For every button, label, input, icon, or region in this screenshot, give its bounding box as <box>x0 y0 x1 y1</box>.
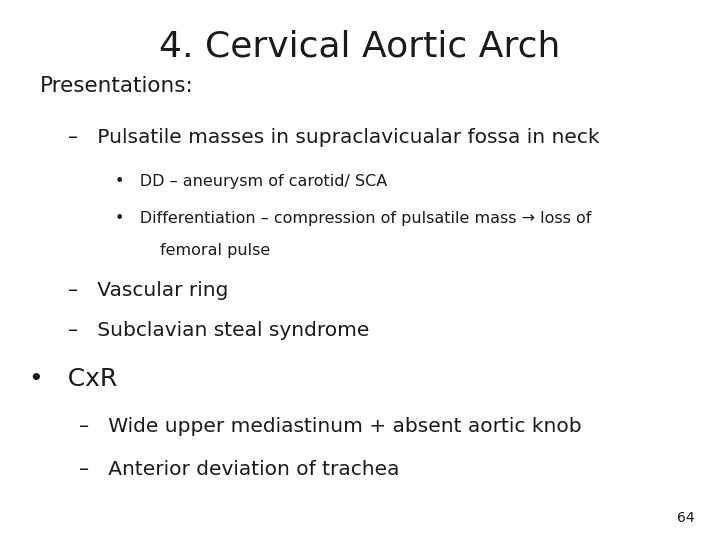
Text: 4. Cervical Aortic Arch: 4. Cervical Aortic Arch <box>159 30 561 64</box>
Text: •   Differentiation – compression of pulsatile mass → loss of: • Differentiation – compression of pulsa… <box>115 211 592 226</box>
Text: –   Pulsatile masses in supraclavicualar fossa in neck: – Pulsatile masses in supraclavicualar f… <box>68 128 600 147</box>
Text: •   DD – aneurysm of carotid/ SCA: • DD – aneurysm of carotid/ SCA <box>115 174 387 189</box>
Text: –   Wide upper mediastinum + absent aortic knob: – Wide upper mediastinum + absent aortic… <box>79 417 582 436</box>
Text: Presentations:: Presentations: <box>40 76 194 97</box>
Text: femoral pulse: femoral pulse <box>160 242 270 258</box>
Text: 64: 64 <box>678 511 695 525</box>
Text: •   CxR: • CxR <box>29 367 117 391</box>
Text: –   Subclavian steal syndrome: – Subclavian steal syndrome <box>68 321 370 340</box>
Text: –   Vascular ring: – Vascular ring <box>68 281 229 300</box>
Text: –   Anterior deviation of trachea: – Anterior deviation of trachea <box>79 460 400 480</box>
